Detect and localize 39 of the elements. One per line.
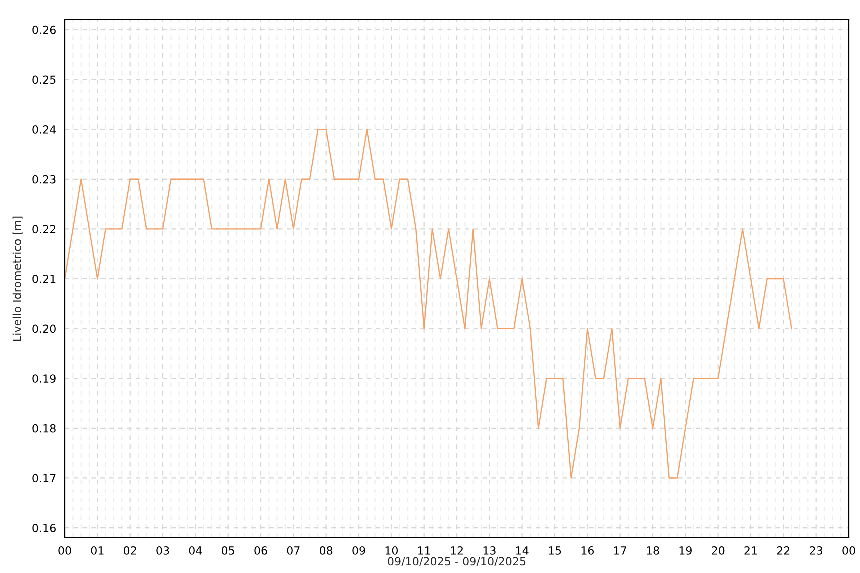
x-axis-title: 09/10/2025 - 09/10/2025 — [388, 557, 526, 567]
x-tick-label: 20 — [712, 546, 725, 555]
y-tick-label: 0.20 — [32, 324, 56, 334]
line-series — [65, 128, 792, 479]
y-axis-title: Livello Idrometrico [m] — [12, 216, 23, 342]
y-tick-label: 0.21 — [32, 274, 56, 284]
x-tick-label: 04 — [189, 546, 202, 555]
x-tick-label: 02 — [124, 546, 136, 555]
x-tick-label: 08 — [320, 546, 333, 555]
y-tick-label: 0.18 — [32, 424, 56, 433]
y-tick-label: 0.19 — [32, 374, 56, 383]
x-tick-label: 05 — [222, 546, 234, 555]
x-tick-label: 18 — [647, 546, 660, 555]
x-tick-label: 11 — [418, 546, 430, 555]
x-tick-label: 01 — [91, 546, 104, 555]
x-tick-label: 21 — [744, 546, 758, 555]
x-tick-label: 03 — [156, 546, 170, 555]
x-tick-label: 13 — [484, 546, 496, 555]
y-tick-label: 0.17 — [32, 474, 56, 483]
x-tick-label: 22 — [777, 546, 790, 555]
x-tick-label: 15 — [549, 546, 562, 555]
x-tick-label: 00 — [58, 546, 72, 555]
x-tick-label: 19 — [680, 546, 692, 555]
x-tick-label: 17 — [614, 546, 626, 555]
y-tick-label: 0.23 — [32, 175, 56, 184]
y-tick-label: 0.22 — [32, 225, 56, 234]
y-tick-label: 0.16 — [32, 524, 56, 532]
y-tick-label: 0.25 — [32, 76, 56, 84]
x-tick-label: 12 — [451, 546, 463, 555]
y-tick-label: 0.26 — [32, 26, 56, 34]
x-tick-label: 10 — [386, 546, 398, 555]
x-tick-label: 16 — [582, 546, 594, 555]
x-tick-label: 00 — [842, 546, 856, 555]
x-tick-label: 06 — [254, 546, 268, 555]
y-tick-label: 0.24 — [32, 126, 56, 134]
x-tick-label: 07 — [287, 546, 300, 555]
x-tick-label: 09 — [352, 546, 366, 555]
x-tick-label: 14 — [516, 546, 529, 555]
x-tick-label: 23 — [810, 546, 823, 555]
